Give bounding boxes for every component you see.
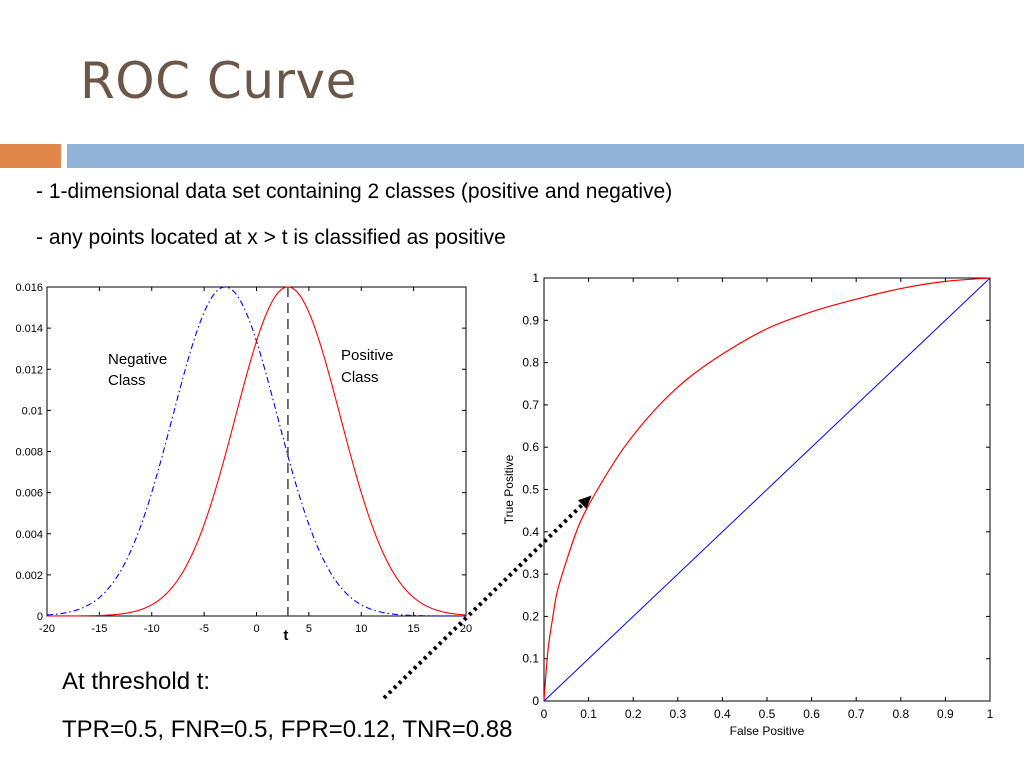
roc-y-tick-label: 0.8 — [522, 356, 539, 370]
dist-y-tick-label: 0.01 — [22, 405, 43, 417]
dist-y-tick-label: 0.012 — [15, 364, 43, 376]
negative-class-label-line1: Negative — [108, 351, 167, 368]
roc-x-axis-label: False Positive — [730, 724, 805, 738]
dist-x-tick-label: -15 — [91, 623, 107, 635]
roc-x-tick-label: 0.9 — [937, 707, 954, 721]
roc-y-tick-label: 0.7 — [522, 398, 539, 412]
roc-y-tick-label: 0.5 — [522, 483, 539, 497]
threshold-arrow-layer — [382, 495, 592, 700]
roc-y-tick-label: 0.4 — [522, 525, 539, 539]
accent-bar-orange — [0, 144, 61, 168]
dist-y-tick-label: 0.004 — [15, 529, 43, 541]
threshold-label: t — [283, 627, 288, 644]
roc-x-tick-label: 0 — [541, 707, 548, 721]
dist-x-tick-label: -5 — [199, 623, 209, 635]
dist-x-tick-label: -20 — [39, 623, 55, 635]
roc-y-tick-label: 0.2 — [522, 609, 539, 623]
roc-x-tick-label: 0.2 — [625, 707, 642, 721]
roc-chart: 0 0.1 0.2 0.3 0.4 0.5 0.6 0.7 0.8 0.9 1 0 0.1 0.2 0.3 0… — [502, 271, 994, 738]
roc-x-tick-label: 1 — [987, 707, 994, 721]
roc-y-tick-label: 0.3 — [522, 567, 539, 581]
slide-title: ROC Curve — [80, 52, 357, 110]
dist-axes-box — [46, 286, 467, 617]
threshold-dotted-arrow — [382, 500, 587, 700]
dist-x-tick-label: 15 — [408, 623, 420, 635]
positive-class-label-line2: Class — [341, 369, 379, 386]
positive-class-label-line1: Positive — [341, 347, 394, 364]
dist-x-tick-label: 0 — [253, 623, 259, 635]
dist-y-tick-label: 0.008 — [15, 447, 43, 459]
roc-x-tick-label: 0.1 — [580, 707, 597, 721]
accent-bar-blue — [67, 144, 1024, 168]
roc-x-tick-label: 0.7 — [848, 707, 865, 721]
dist-y-tick-label: 0 — [37, 611, 43, 623]
positive-class-curve — [47, 286, 467, 617]
dist-y-tick-label: 0.006 — [15, 488, 43, 500]
roc-diagonal-line — [543, 277, 991, 702]
roc-y-tick-label: 0 — [532, 694, 539, 708]
dist-x-tick-label: 10 — [355, 623, 367, 635]
threshold-caption: At threshold t: — [62, 668, 211, 695]
negative-class-label-line2: Class — [108, 372, 146, 389]
dist-y-tick-label: 0.002 — [15, 570, 43, 582]
roc-x-tick-label: 0.3 — [669, 707, 686, 721]
roc-x-tick-label: 0.4 — [714, 707, 731, 721]
roc-y-tick-label: 0.6 — [522, 440, 539, 454]
dist-x-tick-label: 20 — [460, 623, 472, 635]
dist-y-tick-label: 0.014 — [15, 323, 43, 335]
roc-x-tick-label: 0.8 — [892, 707, 909, 721]
roc-curve — [543, 277, 991, 702]
dist-y-tick-label: 0.016 — [15, 282, 43, 294]
bullet-1: - 1-dimensional data set containing 2 cl… — [36, 180, 673, 203]
rates-caption: TPR=0.5, FNR=0.5, FPR=0.12, TNR=0.88 — [62, 716, 513, 743]
roc-y-tick-label: 0.9 — [522, 313, 539, 327]
roc-x-tick-label: 0.5 — [759, 707, 776, 721]
dist-x-tick-label: -10 — [144, 623, 160, 635]
roc-y-tick-label: 0.1 — [522, 652, 539, 666]
distribution-chart: -20 -15 -10 -5 0 5 10 15 20 0 0.002 0.004 0.006 0.008… — [15, 282, 472, 644]
roc-y-axis-label: True Positive — [502, 454, 516, 524]
roc-y-tick-label: 1 — [532, 271, 539, 285]
bullet-2: - any points located at x > t is classif… — [36, 226, 506, 249]
arrow-head-icon — [578, 495, 592, 509]
dist-x-tick-label: 5 — [306, 623, 312, 635]
roc-x-tick-label: 0.6 — [803, 707, 820, 721]
